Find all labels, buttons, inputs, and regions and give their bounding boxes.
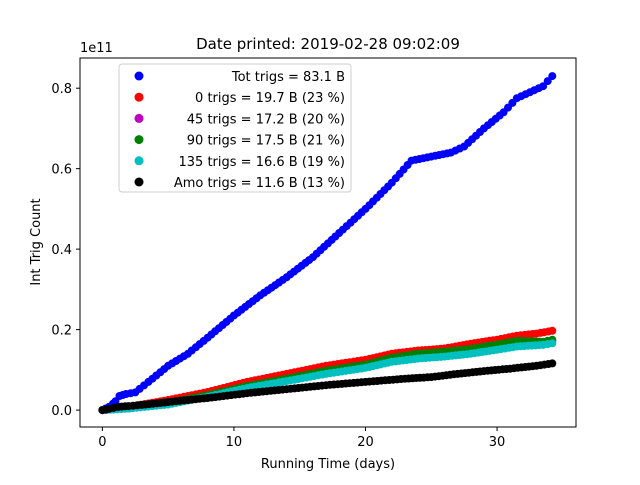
data-point: [548, 72, 557, 81]
y-tick-label: 0.2: [51, 324, 72, 339]
data-point: [548, 326, 557, 335]
x-tick-label: 10: [226, 435, 243, 450]
legend-label: 45 trigs = 17.2 B (20 %): [187, 112, 345, 127]
legend-label: Tot trigs = 83.1 B: [231, 70, 345, 85]
legend-marker: [134, 92, 144, 102]
data-point: [548, 339, 557, 348]
series-0: [98, 72, 557, 415]
legend-label: 0 trigs = 19.7 B (23 %): [195, 91, 345, 106]
legend-marker: [134, 156, 144, 166]
y-axis-offset-text: 1e11: [80, 41, 113, 56]
legend-label: 90 trigs = 17.5 B (21 %): [187, 134, 345, 149]
x-tick-label: 30: [489, 435, 506, 450]
y-tick-label: 0.4: [51, 243, 72, 258]
x-axis-ticks: 0 10 20 30: [98, 427, 505, 450]
series-5: [98, 359, 557, 415]
x-tick-label: 20: [357, 435, 374, 450]
legend: Tot trigs = 83.1 B 0 trigs = 19.7 B (23 %…: [118, 63, 352, 193]
chart-title: Date printed: 2019-02-28 09:02:09: [196, 35, 460, 53]
legend-label: Amo trigs = 11.6 B (13 %): [174, 176, 345, 191]
y-tick-label: 0.0: [51, 404, 72, 419]
legend-marker: [134, 135, 144, 145]
legend-label: 135 trigs = 16.6 B (19 %): [179, 155, 345, 170]
data-point: [539, 82, 548, 91]
y-axis-ticks: 0.0 0.2 0.4 0.6 0.8: [51, 82, 80, 419]
y-tick-label: 0.6: [51, 163, 72, 178]
y-axis-label: Int Trig Count: [29, 198, 44, 285]
data-point: [548, 359, 557, 368]
legend-marker: [134, 113, 144, 123]
y-tick-label: 0.8: [51, 82, 72, 97]
legend-marker: [134, 71, 144, 81]
data-points: [98, 72, 557, 415]
legend-marker: [134, 177, 144, 187]
legend-box: [118, 63, 352, 193]
x-tick-label: 0: [98, 435, 106, 450]
x-axis-label: Running Time (days): [261, 457, 395, 472]
plot-frame: [79, 57, 577, 428]
